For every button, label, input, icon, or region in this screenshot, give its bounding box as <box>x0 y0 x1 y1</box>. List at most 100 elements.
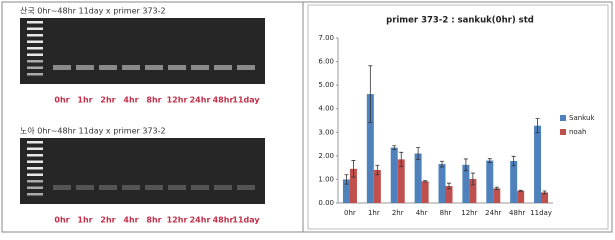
ladder-band <box>27 141 43 144</box>
gel-image <box>20 138 265 204</box>
gel-band <box>99 185 117 190</box>
lane-label: 8hr <box>146 96 161 105</box>
y-tick-label: 1.00 <box>318 175 334 183</box>
gel-band <box>168 65 186 70</box>
bar <box>342 179 350 203</box>
lane-label: 0hr <box>54 216 69 225</box>
bar <box>486 160 494 203</box>
x-tick-label: 8hr <box>440 209 452 217</box>
gel-band <box>53 185 71 190</box>
gel-band <box>76 185 94 190</box>
gel-band <box>237 65 255 70</box>
error-bar <box>392 145 397 150</box>
bar <box>445 186 453 203</box>
x-tick-label: 12hr <box>461 209 477 217</box>
ladder-band <box>27 147 43 150</box>
y-tick-label: 2.00 <box>318 152 334 160</box>
x-tick-label: 4hr <box>416 209 428 217</box>
bar <box>534 125 542 203</box>
legend-swatch <box>560 115 566 121</box>
lane-label: 48hr <box>213 216 234 225</box>
bar <box>397 159 405 203</box>
ladder-band <box>27 167 43 170</box>
x-tick-label: 2hr <box>392 209 404 217</box>
gel-band <box>191 185 209 190</box>
lane-label: 2hr <box>100 96 115 105</box>
gel-band <box>145 65 163 70</box>
error-bar <box>375 164 380 176</box>
bar <box>493 188 501 203</box>
lane-label: 11day <box>232 216 260 225</box>
ladder-band <box>27 60 43 63</box>
error-bar <box>470 172 475 186</box>
bar <box>414 153 422 203</box>
gel-title: 산국 0hr~48hr 11day x primer 373-2 <box>20 6 166 16</box>
error-bar <box>511 155 516 167</box>
lane-label: 24hr <box>190 96 211 105</box>
lane-label: 1hr <box>77 96 92 105</box>
y-tick-label: 4.00 <box>318 105 334 113</box>
gel-band <box>76 65 94 70</box>
x-tick-label: 48hr <box>509 209 525 217</box>
ladder-band <box>27 160 43 163</box>
error-bar <box>399 151 404 167</box>
error-bar <box>447 182 451 190</box>
error-bar <box>440 160 444 168</box>
ladder-band <box>27 186 43 189</box>
bar <box>366 94 374 203</box>
ladder-band <box>27 40 43 43</box>
ladder-band <box>27 193 43 196</box>
chart-border <box>307 4 609 230</box>
y-tick-label: 6.00 <box>318 58 334 66</box>
y-tick-label: 7.00 <box>318 34 334 42</box>
gel-band <box>214 65 232 70</box>
x-tick-label: 24hr <box>485 209 501 217</box>
legend-label: noah <box>569 128 586 136</box>
lane-label: 2hr <box>100 216 115 225</box>
lane-label: 48hr <box>213 96 234 105</box>
gel-band <box>122 65 140 70</box>
bar <box>462 164 470 203</box>
bar <box>349 168 357 203</box>
bar <box>390 147 398 203</box>
legend-swatch <box>560 129 566 135</box>
gel-band <box>168 185 186 190</box>
y-tick-label: 5.00 <box>318 81 334 89</box>
bar <box>510 161 518 203</box>
x-tick-label: 11day <box>530 209 552 217</box>
error-bar <box>344 174 349 185</box>
lane-label: 11day <box>232 96 260 105</box>
bar <box>421 181 429 203</box>
y-tick-label: 0.00 <box>318 199 334 207</box>
error-bar <box>423 180 428 183</box>
ladder-band <box>27 66 43 69</box>
error-bar <box>494 186 499 190</box>
ladder-band <box>27 34 43 37</box>
gel-image <box>20 18 265 84</box>
ladder-band <box>27 27 43 30</box>
bar <box>469 178 477 203</box>
ladder-band <box>27 154 43 157</box>
ladder-band <box>27 21 43 24</box>
error-bar <box>351 160 356 178</box>
lane-label: 4hr <box>123 216 138 225</box>
error-bar <box>463 158 468 172</box>
x-tick-label: 1hr <box>368 209 380 217</box>
error-bar <box>518 189 523 192</box>
gel-band <box>99 65 117 70</box>
bar <box>541 192 549 203</box>
bar <box>438 164 446 203</box>
gel-band <box>53 65 71 70</box>
lane-label: 12hr <box>167 216 188 225</box>
error-bar <box>487 158 492 163</box>
gel-band <box>145 185 163 190</box>
lane-label: 4hr <box>123 96 138 105</box>
x-tick-label: 0hr <box>344 209 356 217</box>
error-bar <box>542 190 547 195</box>
error-bar <box>368 65 373 123</box>
gel-band <box>237 185 255 190</box>
figure: primer 373-2 : sankuk(0hr) std 산국 0hr~48… <box>1 1 613 233</box>
y-tick-label: 3.00 <box>318 128 334 136</box>
ladder-band <box>27 180 43 183</box>
ladder-band <box>27 73 43 76</box>
